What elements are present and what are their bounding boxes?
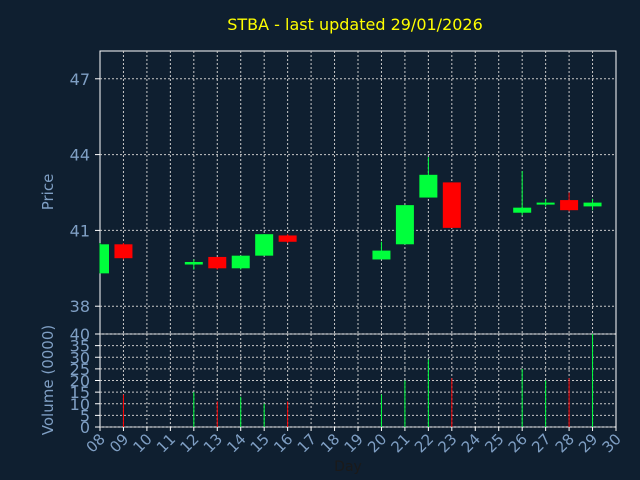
volume-tick-label: 35 <box>70 337 90 356</box>
day-tick-label: 29 <box>575 430 601 456</box>
volume-tick-label: 15 <box>70 383 90 402</box>
candle-body <box>372 250 391 260</box>
candle-body <box>278 235 297 242</box>
day-tick-label: 30 <box>599 430 625 456</box>
volume-tick-label: 30 <box>70 348 90 367</box>
day-tick-label: 17 <box>294 430 320 456</box>
day-tick-label: 27 <box>528 430 554 456</box>
price-tick-label: 41 <box>70 221 90 240</box>
candle-body <box>114 244 133 259</box>
volume-tick-label: 0 <box>80 418 90 437</box>
price-axis-label: Price <box>39 174 57 211</box>
day-tick-label: 22 <box>411 430 437 456</box>
volume-tick-label: 10 <box>70 395 90 414</box>
volume-tick-label: 25 <box>70 360 90 379</box>
day-tick-label: 21 <box>388 430 414 456</box>
candle-body <box>184 261 203 265</box>
price-tick-label: 44 <box>70 146 90 165</box>
day-tick-label: 15 <box>247 430 273 456</box>
day-tick-label: 20 <box>364 430 390 456</box>
day-tick-label: 14 <box>223 430 249 456</box>
day-tick-label: 12 <box>176 430 202 456</box>
day-tick-label: 23 <box>434 430 460 456</box>
candle-body <box>395 205 414 245</box>
candle-body <box>208 256 227 269</box>
volume-tick-label: 40 <box>70 325 90 344</box>
day-tick-label: 18 <box>317 430 343 456</box>
candle-body <box>583 202 602 207</box>
chart-title: STBA - last updated 29/01/2026 <box>227 15 483 34</box>
candle-body <box>560 200 579 211</box>
day-tick-label: 25 <box>481 430 507 456</box>
day-tick-label: 19 <box>341 430 367 456</box>
day-tick-label: 24 <box>458 430 484 456</box>
candle-body <box>255 234 274 256</box>
x-axis-label: Day <box>334 459 362 475</box>
volume-tick-label: 5 <box>80 406 90 425</box>
candle-body <box>513 207 532 213</box>
day-tick-label: 11 <box>153 430 179 456</box>
day-tick-label: 26 <box>505 430 531 456</box>
price-tick-label: 38 <box>70 297 90 316</box>
day-tick-label: 09 <box>106 430 132 456</box>
volume-tick-label: 20 <box>70 372 90 391</box>
volume-axis-label: Volume (0000) <box>39 325 57 435</box>
candle-body <box>536 202 555 205</box>
candle-body <box>100 244 109 274</box>
candle-body <box>231 255 250 269</box>
candle-body <box>442 182 461 228</box>
day-tick-label: 16 <box>270 430 296 456</box>
candle-body <box>419 174 438 198</box>
day-tick-label: 10 <box>130 430 156 456</box>
day-tick-label: 28 <box>552 430 578 456</box>
price-tick-label: 47 <box>70 70 90 89</box>
day-tick-label: 13 <box>200 430 226 456</box>
